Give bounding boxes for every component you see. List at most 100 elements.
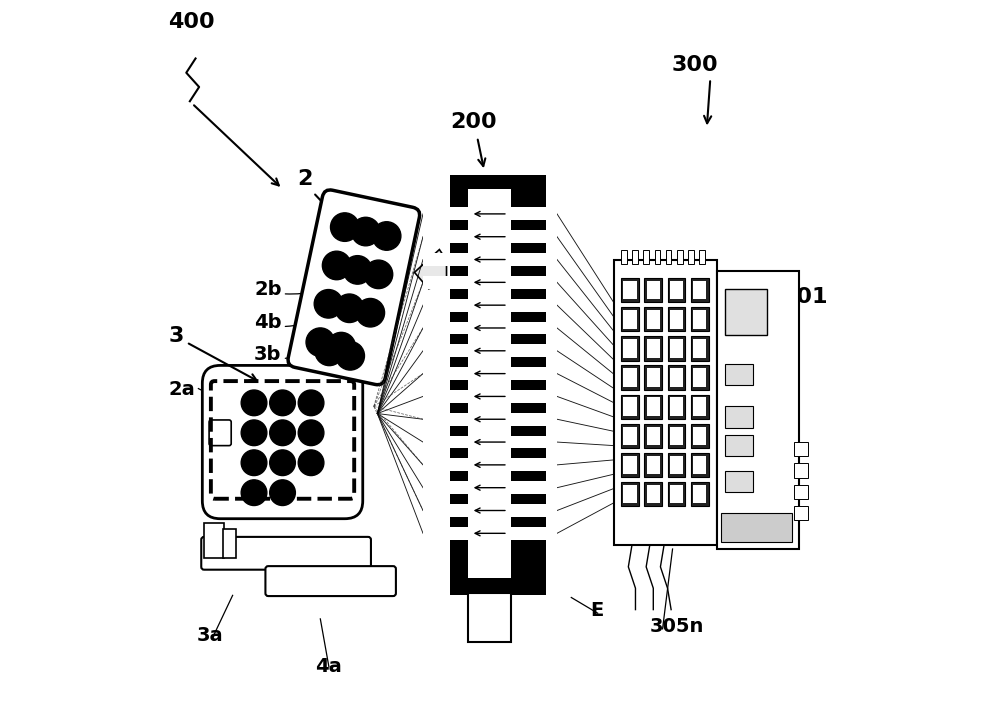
- Bar: [691, 366, 709, 390]
- Text: A2: A2: [471, 601, 500, 620]
- Bar: [668, 366, 685, 390]
- Circle shape: [322, 251, 351, 279]
- Bar: [693, 310, 706, 329]
- FancyBboxPatch shape: [209, 420, 231, 446]
- Text: 4a: 4a: [315, 657, 341, 676]
- Bar: [644, 337, 662, 361]
- Bar: [668, 337, 685, 361]
- Bar: [688, 250, 694, 264]
- Bar: [693, 456, 706, 474]
- Bar: [725, 364, 753, 385]
- Bar: [621, 250, 627, 264]
- Circle shape: [270, 390, 295, 416]
- Bar: [623, 426, 637, 445]
- Bar: [670, 281, 683, 299]
- Text: 2: 2: [297, 169, 312, 189]
- Bar: [644, 366, 662, 390]
- Bar: [670, 426, 683, 445]
- Circle shape: [314, 289, 343, 318]
- Polygon shape: [414, 250, 447, 289]
- Bar: [691, 453, 709, 477]
- Bar: [423, 276, 468, 289]
- Bar: [794, 463, 808, 478]
- Bar: [614, 260, 717, 545]
- Bar: [644, 278, 662, 302]
- Bar: [647, 281, 660, 299]
- Bar: [670, 369, 683, 387]
- Bar: [668, 394, 685, 419]
- Bar: [223, 529, 236, 558]
- Bar: [511, 299, 557, 312]
- Bar: [643, 250, 649, 264]
- Bar: [691, 424, 709, 448]
- Bar: [670, 339, 683, 358]
- Bar: [623, 397, 637, 416]
- Bar: [511, 344, 557, 357]
- Text: 305n: 305n: [650, 617, 704, 636]
- Bar: [644, 307, 662, 332]
- Circle shape: [331, 213, 359, 242]
- Bar: [623, 485, 637, 503]
- Circle shape: [356, 299, 385, 327]
- Bar: [423, 458, 468, 471]
- Circle shape: [336, 342, 364, 370]
- Text: 400: 400: [168, 12, 215, 32]
- Text: 2b: 2b: [254, 280, 282, 299]
- Bar: [423, 253, 468, 266]
- Bar: [668, 453, 685, 477]
- Circle shape: [241, 390, 267, 416]
- Bar: [621, 307, 639, 332]
- Bar: [511, 322, 557, 334]
- Bar: [668, 482, 685, 506]
- Bar: [644, 482, 662, 506]
- Bar: [691, 337, 709, 361]
- Text: 300: 300: [671, 55, 718, 75]
- Bar: [655, 250, 660, 264]
- Bar: [717, 271, 799, 549]
- Bar: [721, 513, 792, 542]
- Bar: [725, 289, 767, 335]
- Circle shape: [270, 420, 295, 446]
- Circle shape: [343, 256, 372, 284]
- Bar: [511, 390, 557, 403]
- Bar: [693, 485, 706, 503]
- Bar: [623, 281, 637, 299]
- Bar: [621, 278, 639, 302]
- Bar: [668, 278, 685, 302]
- Text: 3: 3: [168, 326, 184, 346]
- Bar: [423, 481, 468, 494]
- Bar: [423, 322, 468, 334]
- Circle shape: [241, 480, 267, 506]
- Bar: [623, 369, 637, 387]
- Bar: [511, 207, 557, 220]
- Text: 2a: 2a: [168, 380, 195, 399]
- Circle shape: [298, 450, 324, 476]
- FancyBboxPatch shape: [265, 566, 396, 596]
- Bar: [794, 442, 808, 456]
- Bar: [647, 456, 660, 474]
- Bar: [511, 436, 557, 448]
- Circle shape: [241, 450, 267, 476]
- Bar: [511, 276, 557, 289]
- Bar: [693, 281, 706, 299]
- Circle shape: [372, 222, 401, 250]
- Text: 200: 200: [450, 112, 497, 132]
- Bar: [423, 299, 468, 312]
- Bar: [423, 527, 468, 540]
- Bar: [670, 310, 683, 329]
- Circle shape: [298, 420, 324, 446]
- Bar: [623, 310, 637, 329]
- Bar: [691, 394, 709, 419]
- Bar: [511, 481, 557, 494]
- Text: 301: 301: [782, 287, 828, 307]
- Bar: [691, 307, 709, 332]
- Bar: [647, 310, 660, 329]
- Circle shape: [306, 328, 335, 356]
- Bar: [511, 527, 557, 540]
- Bar: [511, 230, 557, 243]
- Bar: [670, 397, 683, 416]
- Bar: [691, 482, 709, 506]
- Bar: [693, 397, 706, 416]
- Bar: [693, 426, 706, 445]
- Bar: [693, 369, 706, 387]
